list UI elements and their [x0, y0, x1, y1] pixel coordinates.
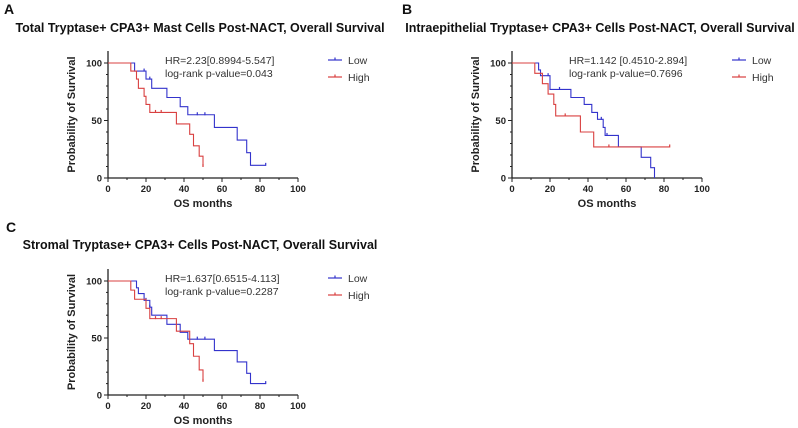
legend-series-low-label: Low: [348, 273, 368, 285]
series-high-curve: [108, 62, 204, 167]
x-tick-label: 80: [255, 184, 266, 195]
hazard-ratio-text: HR=1.637[0.6515-4.113]: [165, 273, 280, 285]
y-tick-label: 0: [501, 174, 506, 185]
panel-label: C: [6, 219, 16, 235]
x-tick-label: 20: [141, 401, 152, 412]
km-panel-b: B Intraepithelial Tryptase+ CPA3+ Cells P…: [402, 1, 795, 210]
y-tick-label: 50: [91, 334, 102, 345]
legend-series-low-label: Low: [348, 55, 368, 67]
series-high-curve: [512, 62, 670, 148]
x-tick-label: 80: [255, 401, 266, 412]
x-tick-label: 100: [290, 184, 306, 195]
x-axis-label: OS months: [174, 198, 233, 210]
y-tick-label: 0: [97, 174, 102, 185]
hazard-ratio-text: HR=1.142 [0.4510-2.894]: [569, 55, 687, 67]
x-tick-label: 60: [621, 184, 632, 195]
x-tick-label: 0: [105, 184, 110, 195]
x-tick-label: 80: [659, 184, 670, 195]
x-tick-label: 60: [217, 184, 228, 195]
x-axis-label: OS months: [174, 415, 233, 427]
legend-series-high-label: High: [348, 72, 370, 84]
panel-label: B: [402, 1, 412, 17]
series-low-curve: [512, 62, 656, 178]
legend-series-high-label: High: [752, 72, 774, 84]
x-tick-label: 0: [105, 401, 110, 412]
series-low-curve: [108, 62, 266, 166]
y-axis-label: Probability of Survival: [470, 56, 482, 172]
x-tick-label: 40: [179, 184, 190, 195]
panel-label: A: [4, 1, 14, 17]
p-value-text: log-rank p-value=0.7696: [569, 68, 683, 80]
x-tick-label: 20: [545, 184, 556, 195]
x-axis-label: OS months: [578, 198, 637, 210]
p-value-text: log-rank p-value=0.2287: [165, 286, 279, 298]
y-tick-label: 100: [490, 59, 506, 70]
legend-series-low-label: Low: [752, 55, 772, 67]
x-tick-label: 20: [141, 184, 152, 195]
chart-title: Stromal Tryptase+ CPA3+ Cells Post-NACT,…: [23, 238, 378, 252]
y-axis-label: Probability of Survival: [66, 274, 78, 390]
x-tick-label: 100: [694, 184, 710, 195]
y-axis-label: Probability of Survival: [66, 56, 78, 172]
y-tick-label: 50: [495, 116, 506, 127]
series-low-curve: [108, 280, 266, 385]
x-tick-label: 100: [290, 401, 306, 412]
chart-title: Intraepithelial Tryptase+ CPA3+ Cells Po…: [405, 21, 795, 35]
km-panel-c: C Stromal Tryptase+ CPA3+ Cells Post-NACT…: [6, 219, 377, 427]
x-tick-label: 60: [217, 401, 228, 412]
p-value-text: log-rank p-value=0.043: [165, 68, 273, 80]
x-tick-label: 40: [179, 401, 190, 412]
y-tick-label: 0: [97, 391, 102, 402]
hazard-ratio-text: HR=2.23[0.8994-5.547]: [165, 55, 275, 67]
y-tick-label: 50: [91, 116, 102, 127]
chart-title: Total Tryptase+ CPA3+ Mast Cells Post-NA…: [15, 21, 384, 35]
y-tick-label: 100: [86, 59, 102, 70]
x-tick-label: 0: [509, 184, 514, 195]
legend-series-high-label: High: [348, 290, 370, 302]
series-high-curve: [108, 280, 204, 382]
y-tick-label: 100: [86, 277, 102, 288]
x-tick-label: 40: [583, 184, 594, 195]
